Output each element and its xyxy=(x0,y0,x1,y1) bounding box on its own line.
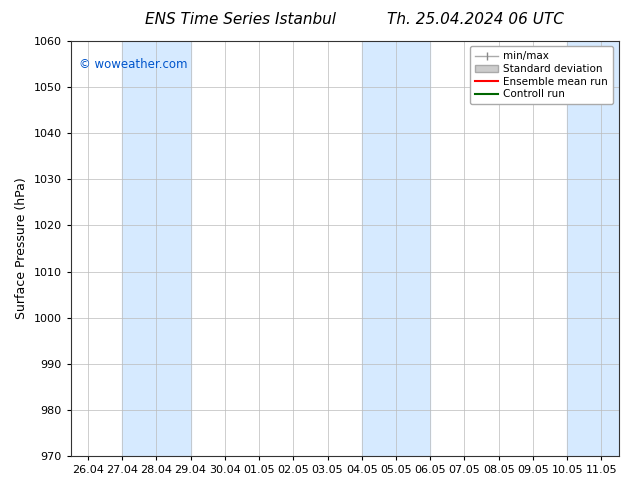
Text: © woweather.com: © woweather.com xyxy=(79,58,188,71)
Text: ENS Time Series Istanbul: ENS Time Series Istanbul xyxy=(145,12,337,27)
Text: Th. 25.04.2024 06 UTC: Th. 25.04.2024 06 UTC xyxy=(387,12,564,27)
Bar xyxy=(362,41,430,456)
Legend: min/max, Standard deviation, Ensemble mean run, Controll run: min/max, Standard deviation, Ensemble me… xyxy=(470,46,613,104)
Y-axis label: Surface Pressure (hPa): Surface Pressure (hPa) xyxy=(15,178,28,319)
Bar xyxy=(122,41,191,456)
Bar xyxy=(567,41,619,456)
